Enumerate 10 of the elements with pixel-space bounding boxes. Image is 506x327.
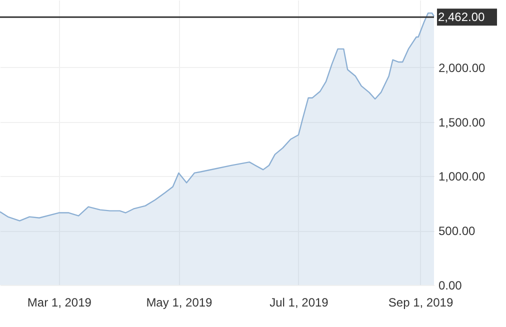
y-tick-label: 1,000.00	[438, 170, 486, 184]
y-tick-label: 0.00	[438, 278, 462, 292]
x-tick-label: Sep 1, 2019	[388, 296, 454, 310]
y-tick-label: 2,000.00	[438, 60, 486, 75]
ref-line-label: 2,462.00	[438, 10, 486, 24]
y-tick-label: 1,500.00	[438, 115, 486, 130]
x-tick-label: Mar 1, 2019	[27, 296, 92, 310]
x-tick-label: May 1, 2019	[146, 296, 213, 310]
y-tick-label: 500.00	[438, 224, 476, 238]
x-tick-label: Jul 1, 2019	[270, 296, 329, 310]
